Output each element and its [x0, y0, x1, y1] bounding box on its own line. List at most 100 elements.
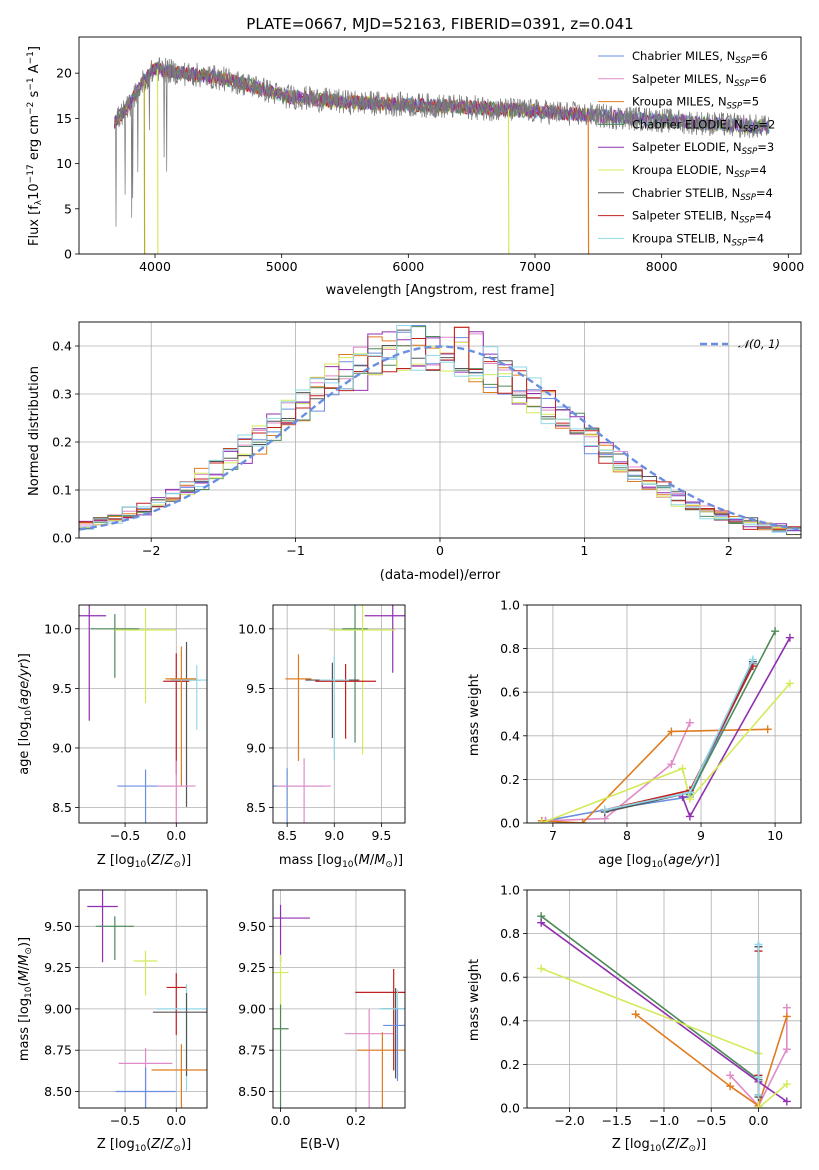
mass-weight-vs-metallicity-frame — [526, 889, 802, 1109]
ytick-label: 9.00 — [44, 1001, 72, 1016]
ytick-label: 9.50 — [44, 919, 72, 934]
age-vs-metallicity-frame — [78, 604, 208, 824]
ebv-xlabel: E(B-V) — [300, 1137, 340, 1152]
xtick-label: 0.0 — [749, 1113, 769, 1128]
xtick-label: 0.0 — [166, 828, 186, 843]
mw-z-xlabel: Z [log10(Z/Z⊙)] — [612, 1137, 706, 1154]
marker-plus — [785, 679, 794, 688]
ytick-label: 8.75 — [44, 1043, 72, 1058]
residual-xlabel: (data-model)/error — [380, 568, 501, 583]
spectrum-panel: wavelength [Angstrom, rest frame] Flux [… — [26, 46, 554, 298]
marker-plus — [537, 964, 546, 973]
mw-age-xlabel: age [log10(age/yr)] — [598, 853, 720, 870]
marker-plus — [678, 764, 687, 773]
legend-label: Kroupa MILES, NSSP=5 — [632, 95, 759, 112]
salpeter-miles-line — [729, 1007, 788, 1108]
xtick-label: −2.0 — [554, 1113, 584, 1128]
xtick-label: −0.5 — [110, 828, 140, 843]
ytick-label: 8.5 — [246, 800, 266, 815]
mass-ylabel: mass [log10(M/M⊙)] — [17, 937, 34, 1061]
legend-label: Salpeter ELODIE, NSSP=3 — [632, 140, 774, 157]
age-vs-mass-frame — [272, 604, 406, 824]
salpeter-miles-line — [545, 722, 691, 822]
marker-plus — [754, 1090, 763, 1099]
ytick-label: 5 — [64, 201, 72, 216]
residual-panel: (data-model)/error Normed distribution — [27, 366, 501, 583]
mass-vs-metallicity-frame — [78, 889, 208, 1109]
residual-distribution-axes: −2 −1 0 1 2 0.0 0.1 0.2 0.3 0.4 — [52, 322, 801, 558]
marker-plus — [537, 918, 546, 927]
marker-plus — [631, 1010, 640, 1019]
marker-plus — [754, 940, 763, 949]
marker-plus — [667, 727, 676, 736]
legend-label: Salpeter STELIB, NSSP=4 — [632, 209, 772, 226]
gaussian-legend-label: 𝒩(0, 1) — [738, 337, 780, 351]
ytick-label: 1.0 — [500, 883, 520, 898]
xtick-label: 2 — [725, 543, 733, 558]
ytick-label: 9.25 — [238, 960, 266, 975]
xtick-label: −1.0 — [649, 1113, 679, 1128]
xtick-label: 9000 — [772, 259, 804, 274]
ytick-label: 0.6 — [500, 970, 520, 985]
marker-plus — [754, 1073, 763, 1082]
age-ylabel: age [log10(age/yr)] — [17, 653, 34, 775]
spectrum-axes: 4000 5000 6000 7000 8000 9000 0 5 10 15 20 — [56, 66, 804, 274]
ytick-label: 9.25 — [44, 960, 72, 975]
marker-plus — [782, 1003, 791, 1012]
marker-plus — [771, 627, 780, 636]
ytick-label: 10.0 — [238, 621, 266, 636]
ytick-label: 1.0 — [500, 598, 520, 613]
legend-label: Kroupa STELIB, NSSP=4 — [632, 231, 764, 248]
xtick-label: 7000 — [519, 259, 551, 274]
marker-plus — [600, 805, 609, 814]
ytick-label: 10.0 — [44, 621, 72, 636]
marker-plus — [754, 1104, 763, 1108]
figure-title: PLATE=0667, MJD=52163, FIBERID=0391, z=0… — [246, 15, 633, 33]
chabrier-elodie-line — [689, 630, 776, 796]
marker-plus — [726, 1071, 735, 1080]
marker-plus — [685, 718, 694, 727]
xtick-label: 9 — [697, 828, 705, 843]
mass-weight-vs-metallicity-lines — [537, 912, 791, 1108]
ytick-label: 0.6 — [500, 685, 520, 700]
ytick-label: 9.00 — [238, 1001, 266, 1016]
ytick-label: 0.4 — [52, 339, 72, 354]
xtick-label: 10 — [767, 828, 783, 843]
ytick-label: 10 — [56, 156, 72, 171]
kroupa-miles-line — [635, 1013, 788, 1108]
mass-vs-extinction-frame — [272, 889, 406, 1109]
residual-ylabel: Normed distribution — [27, 366, 42, 496]
ytick-label: 9.5 — [52, 681, 72, 696]
xtick-label: −2 — [142, 543, 160, 558]
mass-weight-vs-age-lines — [537, 627, 794, 823]
xtick-label: 9.5 — [371, 828, 391, 843]
spectrum-lines — [114, 57, 770, 254]
mass-vs-extinction-points — [273, 904, 405, 1108]
age-vs-mass-axes: 8.5 9.0 9.5 8.5 9.0 9.5 10.0 — [238, 605, 405, 843]
ytick-label: 0.0 — [500, 1101, 520, 1116]
xtick-label: 4000 — [139, 259, 171, 274]
xtick-label: 5000 — [266, 259, 298, 274]
mass-vs-metallicity-points — [87, 890, 207, 1108]
legend-label: Chabrier MILES, NSSP=6 — [632, 49, 768, 66]
marker-plus — [685, 788, 694, 797]
xtick-label: −1 — [286, 543, 304, 558]
observed-spectrum-line — [114, 57, 770, 227]
ytick-label: 0.2 — [500, 1057, 520, 1072]
age-mass-xlabel: mass [log10(M/M⊙)] — [279, 853, 403, 870]
xtick-label: −1.5 — [602, 1113, 632, 1128]
ytick-label: 8.75 — [238, 1043, 266, 1058]
legend-label: Chabrier STELIB, NSSP=4 — [632, 186, 773, 203]
legend-label: Salpeter MILES, NSSP=6 — [632, 72, 767, 89]
xtick-label: −0.5 — [696, 1113, 726, 1128]
ytick-label: 8.5 — [52, 800, 72, 815]
spectrum-frame — [78, 36, 802, 255]
xtick-label: 0 — [436, 543, 444, 558]
xtick-label: 0.0 — [166, 1113, 186, 1128]
marker-plus — [782, 1012, 791, 1021]
ytick-label: 0.2 — [52, 435, 72, 450]
mw-z-ylabel: mass weight — [467, 959, 482, 1041]
ytick-label: 9.0 — [52, 740, 72, 755]
xtick-label: 0.0 — [271, 1113, 291, 1128]
